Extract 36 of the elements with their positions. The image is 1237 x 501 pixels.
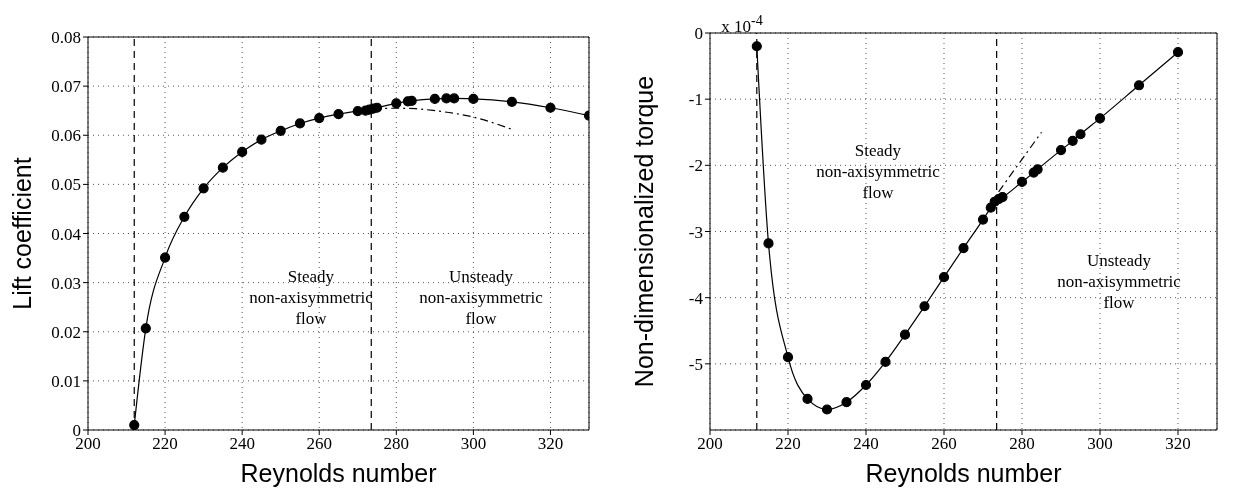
y-tick-label: 0.06 bbox=[51, 126, 81, 146]
x-tick-label: 300 bbox=[1087, 434, 1113, 454]
x-tick-label: 220 bbox=[152, 434, 178, 454]
y-tick-label: -1 bbox=[688, 90, 703, 110]
y-tick-label: 0.01 bbox=[51, 371, 81, 391]
annotation: Steady non-axisymmetric flow bbox=[249, 266, 373, 329]
y-axis-title: Lift coefficient bbox=[7, 157, 36, 310]
y-tick-label: -3 bbox=[688, 222, 703, 242]
x-tick-label: 240 bbox=[853, 434, 879, 454]
annotation: x 10$^{-4}$ bbox=[721, 11, 763, 37]
y-tick-label: 0.04 bbox=[51, 224, 82, 244]
x-tick-label: 320 bbox=[1165, 434, 1191, 454]
y-tick-label: 0.03 bbox=[51, 273, 81, 293]
y-tick-label: -4 bbox=[688, 288, 704, 308]
y-tick-label: -5 bbox=[688, 354, 703, 374]
x-tick-label: 300 bbox=[460, 434, 487, 454]
y-tick-label: 0.07 bbox=[51, 77, 82, 97]
x-tick-label: 280 bbox=[383, 434, 410, 454]
y-tick-label: 0 bbox=[694, 24, 703, 44]
annotation: Unsteady non-axisymmetric flow bbox=[1057, 250, 1181, 313]
x-axis-title: Reynolds number bbox=[865, 459, 1062, 487]
y-tick-label: 0.02 bbox=[51, 322, 81, 342]
y-axis-title: Non-dimensionalized torque bbox=[629, 75, 658, 388]
x-tick-label: 220 bbox=[775, 434, 801, 454]
annotation: Steady non-axisymmetric flow bbox=[816, 140, 940, 203]
annotation: Unsteady non-axisymmetric flow bbox=[419, 266, 543, 329]
x-tick-label: 240 bbox=[229, 434, 255, 454]
y-tick-label: -2 bbox=[688, 156, 703, 176]
x-tick-label: 280 bbox=[1009, 434, 1035, 454]
x-axis-title: Reynolds number bbox=[240, 459, 437, 487]
y-tick-label: 0.05 bbox=[51, 175, 81, 195]
x-tick-label: 260 bbox=[931, 434, 957, 454]
x-tick-label: 200 bbox=[697, 434, 723, 454]
x-tick-label: 320 bbox=[537, 434, 564, 454]
x-tick-label: 260 bbox=[306, 434, 332, 454]
y-tick-label: 0.08 bbox=[51, 28, 81, 48]
